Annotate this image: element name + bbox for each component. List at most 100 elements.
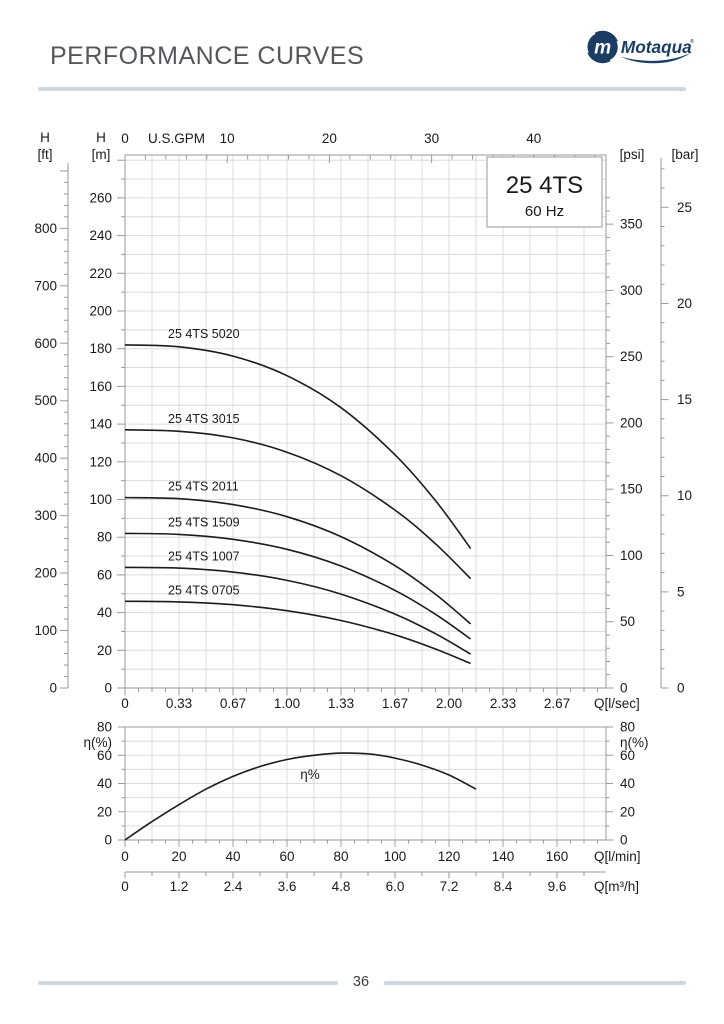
footer-rule-left [38,981,338,985]
axis-tick-label: 0 [677,681,685,696]
axis-tick-label: 3.6 [278,879,297,894]
axis-tick-label: 7.2 [440,879,459,894]
page-title: PERFORMANCE CURVES [50,42,365,70]
axis-unit-psi: [psi] [620,147,645,162]
axis-tick-label: 60 [620,748,635,763]
axis-tick-label: 40 [97,605,112,620]
axis-tick-label: 0 [121,131,129,146]
plot-border [124,154,607,689]
model-box-frame [486,156,603,228]
axis-tick-label: 4.8 [332,879,351,894]
logo-registered-mark: ® [690,38,695,45]
axis-tick-label: 2.4 [224,879,243,894]
axis-tick-label: 100 [34,623,57,638]
axis-lsec: 0 0.33 0.67 1.00 1.33 1.67 2.00 2.33 2.67 Q[l/sec… [121,688,640,711]
curve-label: 25 4TS 2011 [168,480,239,494]
axis-lmin: 0 20 40 60 80 100 120 140 160 Q[l/min] [121,840,641,864]
axis-tick-label: 160 [546,849,569,864]
axis-tick-label: 800 [34,221,57,236]
axis-tick-label: 20 [620,804,635,819]
axis-tick-label: 220 [89,266,112,281]
axis-tick-label: 80 [620,720,635,735]
axis-tick-label: 0 [49,681,57,696]
axis-tick-label: 0 [620,681,628,696]
axis-tick-label: 120 [89,454,112,469]
eta-grid [125,727,606,840]
axis-title-h-ft: H [40,130,50,145]
axis-tick-label: 300 [34,508,57,523]
axis-tick-label: 2.00 [436,696,462,711]
axis-title-eta-right: η(%) [620,735,649,750]
curve-25-4TS-3015 [124,429,472,580]
axis-title-eta-left: η(%) [83,735,112,750]
efficiency-curve [124,752,477,841]
curve-25-4TS-1007 [124,566,472,655]
axis-tick-label: 1.2 [170,879,189,894]
axis-tick-label: 150 [620,482,643,497]
axis-tick-label: 600 [34,336,57,351]
axis-tick-label: 60 [97,748,112,763]
axis-tick-label: 140 [89,417,112,432]
axis-tick-label: 200 [89,304,112,319]
axis-tick-label: 200 [34,566,57,581]
logo-mark-circle [586,30,619,64]
curve-label: 25 4TS 0705 [168,583,240,597]
logo-wordmark: Motaqua ® [620,37,695,64]
axis-tick-label: 10 [677,488,692,503]
axis-tick-label: 0 [104,681,112,696]
head-chart-grid [125,155,606,688]
axis-tick-label: 9.6 [548,879,567,894]
header-rule [38,87,686,91]
axis-tick-label: 160 [89,379,112,394]
curve-25-4TS-0705 [124,600,471,665]
curve-label: 25 4TS 1007 [168,549,240,563]
axis-tick-label: 60 [279,849,294,864]
axis-tick-label: 10 [220,131,235,146]
axis-tick-label: 0 [104,833,112,848]
axis-gpm: 0 10 20 30 40 U.S.GPM [121,131,596,163]
axis-tick-label: 0 [121,696,129,711]
footer-rule-right [384,981,686,985]
curve-label: 25 4TS 3015 [168,412,240,426]
axis-tick-label: 25 [677,200,692,215]
axis-tick-label: 300 [620,283,643,298]
motaqua-logo: m Motaqua ® [585,30,695,64]
axis-title-lmin: Q[l/min] [594,849,641,864]
curve-25-4TS-2011 [124,496,472,625]
axis-tick-label: 200 [620,415,643,430]
logo-swirl-arc [585,32,596,54]
axis-tick-label: 700 [34,278,57,293]
axis-tick-label: 250 [620,349,643,364]
axis-tick-label: 350 [620,217,643,232]
logo-text: Motaqua [621,37,692,57]
axis-title-m3h: Q[m³/h] [594,879,639,894]
efficiency-annotation: η% [300,767,320,782]
axis-tick-label: 80 [333,849,348,864]
axis-tick-label: 40 [526,131,541,146]
axis-tick-label: 20 [677,296,692,311]
axis-tick-label: 5 [677,584,685,599]
head-chart: 0 10 20 30 40 U.S.GPM 0 0.33 0.67 1.00 1.33 1.67 2.0… [34,130,698,711]
logo-swoosh [620,52,691,64]
axis-tick-label: 40 [225,849,240,864]
axis-tick-label: 1.33 [328,696,354,711]
axis-tick-label: 15 [677,392,692,407]
axis-tick-label: 2.33 [490,696,516,711]
axis-tick-label: 20 [97,643,112,658]
axis-unit-ft: [ft] [37,147,52,162]
page-number: 36 [352,974,370,990]
axis-h-m: 0 20 40 60 80 100 120 140 160 180 200 220 240 260 H [m] [89,130,125,696]
axis-title-gpm: U.S.GPM [148,131,205,146]
axis-tick-label: 80 [97,530,112,545]
axis-tick-label: 0 [620,833,628,848]
axis-unit-bar: [bar] [671,147,698,162]
model-name: 25 4TS [506,172,583,199]
curve-25-4TS-1509 [124,532,472,640]
axis-tick-label: 30 [424,131,439,146]
axis-tick-label: 0 [121,879,129,894]
axis-tick-label: 240 [89,228,112,243]
axis-psi: 0 50 100 150 200 250 300 350 [psi] [606,147,644,696]
axis-tick-label: 20 [322,131,337,146]
